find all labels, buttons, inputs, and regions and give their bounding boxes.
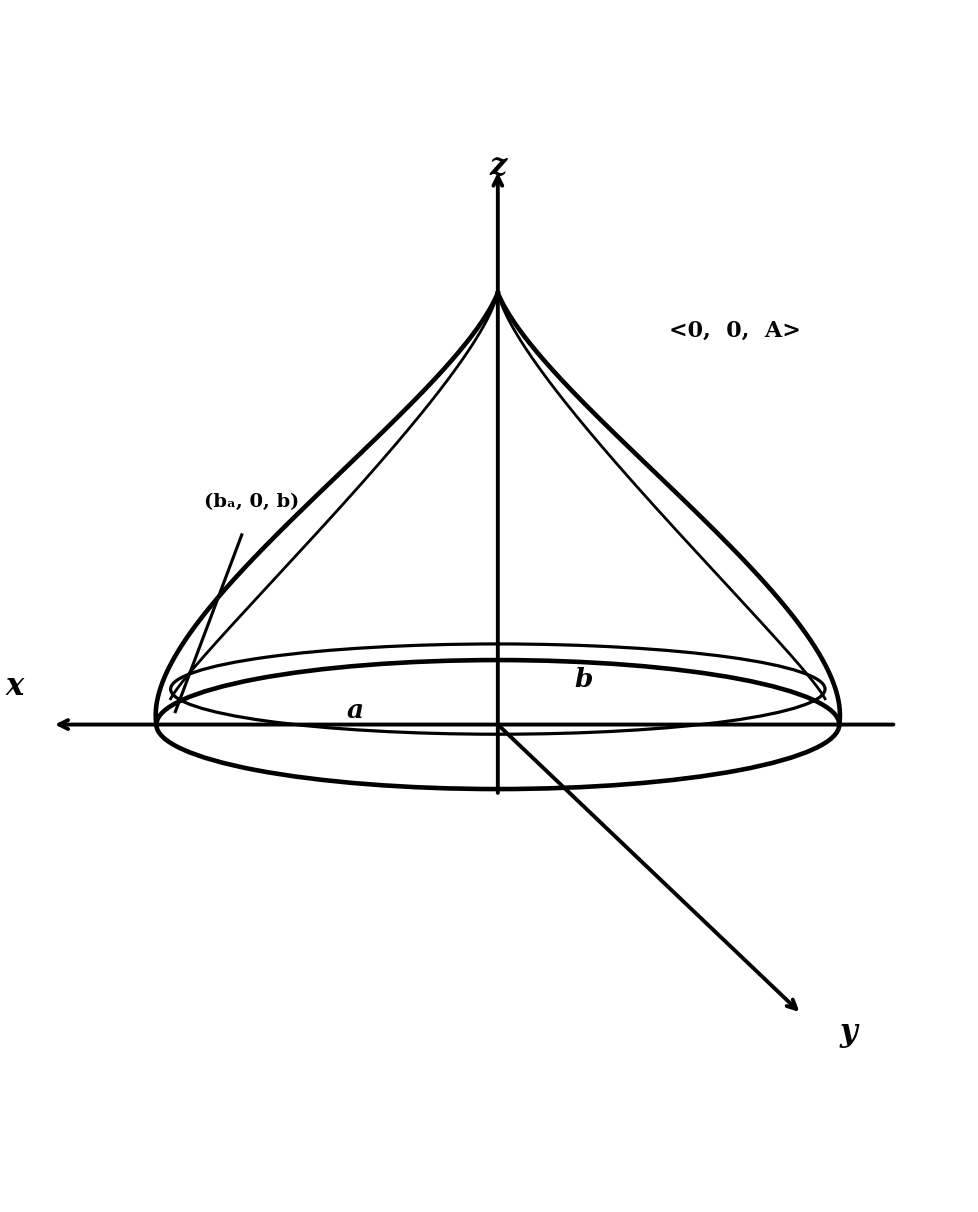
Text: y: y	[839, 1017, 857, 1048]
Text: b: b	[573, 667, 592, 692]
Text: a: a	[346, 698, 364, 722]
Text: (bₐ, 0, b): (bₐ, 0, b)	[203, 493, 298, 511]
Text: z: z	[489, 150, 506, 182]
Text: x: x	[5, 671, 23, 702]
Text: <0,  0,  A>: <0, 0, A>	[668, 320, 800, 342]
